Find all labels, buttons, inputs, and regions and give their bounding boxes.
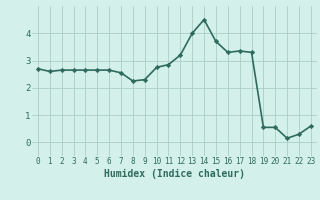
X-axis label: Humidex (Indice chaleur): Humidex (Indice chaleur): [104, 169, 245, 179]
